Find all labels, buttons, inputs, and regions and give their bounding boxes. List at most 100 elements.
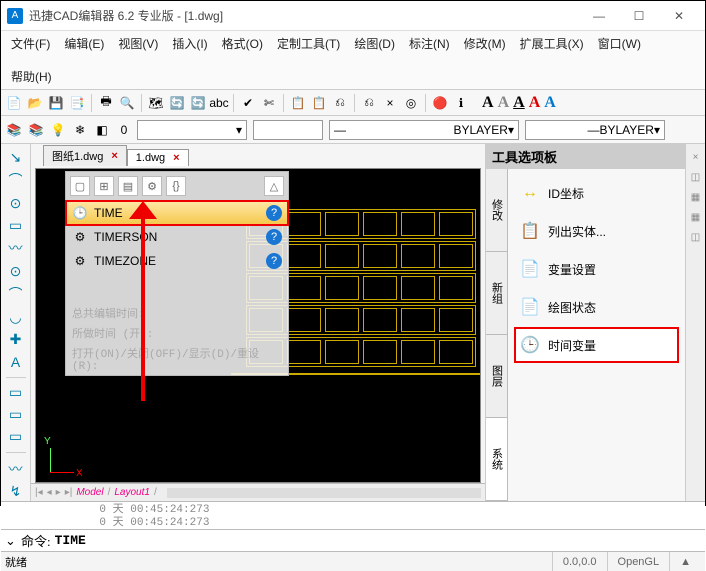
rs-icon[interactable]: ▦ [689, 210, 703, 224]
min-button[interactable]: — [579, 1, 619, 31]
layer-icon-3[interactable]: ❄ [71, 121, 89, 139]
rs-icon[interactable]: ◫ [689, 170, 703, 184]
tab-close-icon[interactable]: × [173, 152, 179, 164]
menu-5[interactable]: 定制工具(T) [273, 33, 344, 54]
tb-icon-2[interactable]: 💾 [47, 94, 65, 112]
draw-tool-3[interactable]: ▭ [6, 216, 26, 234]
menu-11[interactable]: 帮助(H) [7, 66, 56, 87]
layer-select[interactable]: ▾ [137, 120, 247, 140]
help-icon[interactable]: ? [266, 253, 282, 269]
draw-tool-0[interactable]: ↘ [6, 148, 26, 166]
palette-item-2[interactable]: 📄变量设置 [516, 253, 677, 285]
draw-tool-14[interactable]: ↯ [6, 483, 26, 501]
bylayer-select-2[interactable]: — BYLAYER ▾ [525, 120, 665, 140]
bylayer-select-1[interactable]: — BYLAYER ▾ [329, 120, 519, 140]
tb-icon-16[interactable]: × [381, 94, 399, 112]
menu-3[interactable]: 插入(I) [168, 33, 211, 54]
layer-icon-5[interactable]: 0 [115, 121, 133, 139]
font-a5[interactable]: A [544, 94, 556, 112]
tb-icon-13[interactable]: 📋 [310, 94, 328, 112]
help-icon[interactable]: ? [266, 205, 282, 221]
tb-icon-0[interactable]: 📄 [5, 94, 23, 112]
rs-icon[interactable]: ◫ [689, 230, 703, 244]
sidetab-0[interactable]: 修改 [486, 169, 507, 252]
status-icon[interactable]: ▲ [669, 552, 701, 571]
draw-tool-1[interactable]: ⌒ [6, 170, 26, 190]
font-a3[interactable]: A [513, 94, 525, 112]
max-button[interactable]: ☐ [619, 1, 659, 31]
tb-icon-5[interactable]: 🔍 [118, 94, 136, 112]
tb-icon-6[interactable]: 🗺 [147, 94, 165, 112]
palette-item-0[interactable]: ↔ID坐标 [516, 177, 677, 209]
font-a4[interactable]: A [529, 94, 541, 112]
rs-close-icon[interactable]: × [689, 150, 703, 164]
layer-icon-4[interactable]: ◧ [93, 121, 111, 139]
tb-icon-11[interactable]: ✄ [260, 94, 278, 112]
rs-icon[interactable]: ▦ [689, 190, 703, 204]
toolbar-main: 📄📂💾📑🖶🔍🗺🔄🔄abc✔✄📋📋⎌⎌×◎🔴ℹ A A A A A [1, 90, 705, 116]
draw-tool-9[interactable]: A [6, 353, 26, 371]
sidetab-1[interactable]: 新组 [486, 252, 507, 335]
menu-7[interactable]: 标注(N) [405, 33, 454, 54]
cmd-chevron-icon[interactable]: ⌄ [5, 533, 21, 549]
tb-icon-15[interactable]: ⎌ [360, 94, 378, 112]
close-button[interactable]: ✕ [659, 1, 699, 31]
menu-9[interactable]: 扩展工具(X) [516, 33, 588, 54]
draw-tool-10[interactable]: ▭ [6, 384, 26, 402]
font-a2[interactable]: A [498, 94, 510, 112]
tb-icon-19[interactable]: ℹ [452, 94, 470, 112]
tab-close-icon[interactable]: × [111, 150, 117, 162]
draw-tool-7[interactable]: ◡ [6, 308, 26, 326]
draw-tool-4[interactable]: 〰 [6, 238, 26, 258]
ac-btn[interactable]: ⊞ [94, 176, 114, 196]
tb-icon-18[interactable]: 🔴 [431, 94, 449, 112]
menu-8[interactable]: 修改(M) [460, 33, 510, 54]
palette-item-1[interactable]: 📋列出实体... [516, 215, 677, 247]
menu-6[interactable]: 绘图(D) [350, 33, 399, 54]
ac-item-0[interactable]: 🕒TIME? [66, 201, 288, 225]
tb-icon-10[interactable]: ✔ [239, 94, 257, 112]
draw-tool-13[interactable]: 〰 [6, 459, 26, 479]
ac-btn[interactable]: ⚙ [142, 176, 162, 196]
font-a1[interactable]: A [482, 94, 494, 112]
model-layout-tabs[interactable]: |◂◂▸▸| Model / Layout1 / [31, 483, 485, 501]
menu-10[interactable]: 窗口(W) [594, 33, 645, 54]
sidetab-2[interactable]: 图层 [486, 335, 507, 418]
help-icon[interactable]: ? [266, 229, 282, 245]
layer-icon-2[interactable]: 💡 [49, 121, 67, 139]
draw-tool-11[interactable]: ▭ [6, 406, 26, 424]
layer-icon-0[interactable]: 📚 [5, 121, 23, 139]
tb-icon-4[interactable]: 🖶 [97, 94, 115, 112]
draw-tool-5[interactable]: ⊙ [6, 262, 26, 280]
layer-blank[interactable] [253, 120, 323, 140]
draw-tool-2[interactable]: ⊙ [6, 194, 26, 212]
tb-icon-8[interactable]: 🔄 [189, 94, 207, 112]
sidetab-3[interactable]: 系统 [486, 418, 507, 501]
palette-item-4[interactable]: 🕒时间变量 [516, 329, 677, 361]
palette-item-3[interactable]: 📄绘图状态 [516, 291, 677, 323]
tb-icon-9[interactable]: abc [210, 94, 228, 112]
tab-inactive[interactable]: 图纸1.dwg× [43, 145, 127, 166]
tb-icon-3[interactable]: 📑 [68, 94, 86, 112]
menu-2[interactable]: 视图(V) [114, 33, 162, 54]
tb-icon-17[interactable]: ◎ [402, 94, 420, 112]
layer-icon-1[interactable]: 📚 [27, 121, 45, 139]
tb-icon-7[interactable]: 🔄 [168, 94, 186, 112]
ac-item-2[interactable]: ⚙TIMEZONE? [66, 249, 288, 273]
ac-btn[interactable]: △ [264, 176, 284, 196]
ac-btn[interactable]: ▤ [118, 176, 138, 196]
menu-1[interactable]: 编辑(E) [60, 33, 108, 54]
tb-icon-12[interactable]: 📋 [289, 94, 307, 112]
tab-active[interactable]: 1.dwg× [127, 149, 189, 166]
draw-tool-8[interactable]: ✚ [6, 331, 26, 349]
draw-tool-12[interactable]: ▭ [6, 428, 26, 446]
menu-4[interactable]: 格式(O) [218, 33, 267, 54]
draw-tool-6[interactable]: ⌒ [6, 284, 26, 304]
command-line[interactable]: ⌄ 命令: TIME [1, 529, 705, 551]
ac-btn[interactable]: {} [166, 176, 186, 196]
menu-0[interactable]: 文件(F) [7, 33, 54, 54]
tb-icon-1[interactable]: 📂 [26, 94, 44, 112]
ac-item-1[interactable]: ⚙TIMERSON? [66, 225, 288, 249]
tb-icon-14[interactable]: ⎌ [331, 94, 349, 112]
ac-btn[interactable]: ▢ [70, 176, 90, 196]
